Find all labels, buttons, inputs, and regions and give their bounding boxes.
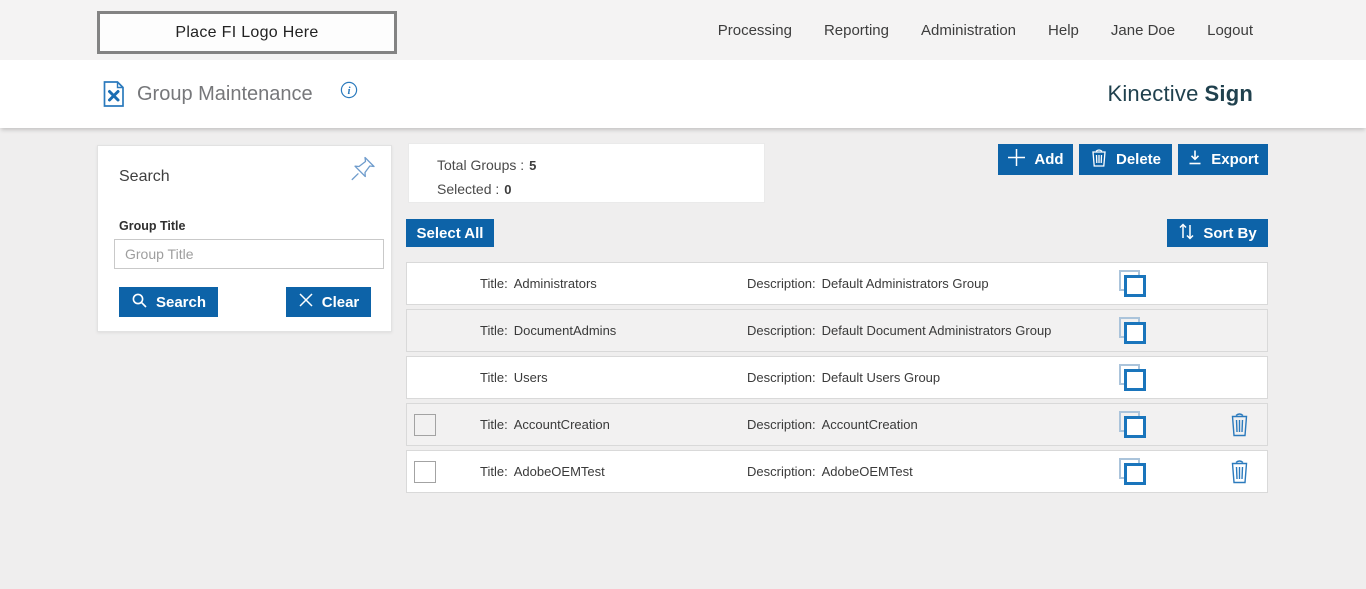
clear-button[interactable]: Clear: [286, 287, 371, 317]
sort-by-button[interactable]: Sort By: [1167, 219, 1268, 247]
total-groups-count: 5: [529, 158, 537, 173]
title-label: Title:: [480, 464, 508, 479]
description-label: Description:: [747, 370, 816, 385]
group-row-accountcreation: Title: AccountCreation Description: Acco…: [406, 403, 1268, 446]
group-title-value: Administrators: [513, 276, 597, 291]
nav-logout[interactable]: Logout: [1207, 21, 1253, 39]
nav-help[interactable]: Help: [1048, 21, 1079, 39]
plus-icon: [1007, 148, 1026, 171]
fi-logo-text: Place FI Logo Here: [175, 23, 319, 41]
add-button[interactable]: Add: [998, 144, 1073, 175]
clear-x-icon: [298, 292, 314, 312]
group-title-value: DocumentAdmins: [513, 323, 617, 338]
title-label: Title:: [480, 417, 508, 432]
group-description-value: Default Administrators Group: [821, 276, 989, 291]
group-title-value: Users: [513, 370, 548, 385]
group-title-label: Group Title: [119, 219, 186, 233]
selected-count-value: 0: [504, 182, 512, 197]
title-label: Title:: [480, 276, 508, 291]
title-label: Title:: [480, 370, 508, 385]
pin-icon[interactable]: [350, 155, 377, 187]
group-title-value: AdobeOEMTest: [513, 464, 605, 479]
group-row-adobeoemtest: Title: AdobeOEMTest Description: AdobeOE…: [406, 450, 1268, 493]
group-description-value: AccountCreation: [821, 417, 918, 432]
sort-arrows-icon: [1178, 222, 1195, 245]
page-title: Group Maintenance: [137, 82, 313, 105]
search-panel-title: Search: [119, 168, 170, 185]
selected-count: Selected : 0: [437, 181, 512, 197]
group-row-users: Title: Users Description: Default Users …: [406, 356, 1268, 399]
row-description: Description: AdobeOEMTest: [747, 451, 913, 492]
group-title-input[interactable]: [114, 239, 384, 269]
copy-icon[interactable]: [1119, 270, 1146, 297]
search-button[interactable]: Search: [119, 287, 218, 317]
row-description: Description: Default Document Administra…: [747, 310, 1051, 351]
delete-row-icon[interactable]: [1229, 412, 1250, 442]
group-maintenance-icon: [100, 80, 127, 113]
main-nav: Processing Reporting Administration Help…: [718, 0, 1253, 60]
page-header: Group Maintenance i Kinective Sign: [0, 60, 1366, 128]
group-row-documentadmins: Title: DocumentAdmins Description: Defau…: [406, 309, 1268, 352]
brand-name: Kinective: [1107, 81, 1199, 106]
row-title: Title: DocumentAdmins: [480, 310, 616, 351]
nav-administration[interactable]: Administration: [920, 21, 1017, 39]
group-title-value: AccountCreation: [513, 417, 610, 432]
svg-text:i: i: [347, 85, 351, 97]
row-checkbox[interactable]: [414, 414, 436, 436]
row-title: Title: AccountCreation: [480, 404, 610, 445]
group-description-value: Default Users Group: [821, 370, 941, 385]
row-description: Description: Default Users Group: [747, 357, 940, 398]
total-groups: Total Groups : 5: [437, 157, 537, 173]
description-label: Description:: [747, 276, 816, 291]
row-checkbox[interactable]: [414, 461, 436, 483]
copy-icon[interactable]: [1119, 364, 1146, 391]
row-description: Description: AccountCreation: [747, 404, 918, 445]
copy-icon[interactable]: [1119, 317, 1146, 344]
copy-icon[interactable]: [1119, 411, 1146, 438]
row-title: Title: Users: [480, 357, 548, 398]
row-title: Title: AdobeOEMTest: [480, 451, 605, 492]
row-description: Description: Default Administrators Grou…: [747, 263, 989, 304]
fi-logo-placeholder: Place FI Logo Here: [97, 11, 397, 54]
nav-processing[interactable]: Processing: [717, 21, 792, 39]
title-label: Title:: [480, 323, 508, 338]
nav-reporting[interactable]: Reporting: [823, 21, 889, 39]
info-icon[interactable]: i: [340, 81, 358, 104]
search-icon: [131, 292, 148, 313]
select-all-button[interactable]: Select All: [406, 219, 494, 247]
top-bar: Place FI Logo Here Processing Reporting …: [0, 0, 1366, 60]
brand-product: Sign: [1204, 81, 1253, 106]
description-label: Description:: [747, 323, 816, 338]
download-icon: [1187, 149, 1203, 170]
nav-user[interactable]: Jane Doe: [1110, 21, 1176, 39]
delete-row-icon[interactable]: [1229, 459, 1250, 489]
export-button[interactable]: Export: [1178, 144, 1268, 175]
brand-logo: Kinective Sign: [1107, 60, 1253, 128]
group-description-value: AdobeOEMTest: [821, 464, 913, 479]
summary-box: Total Groups : 5 Selected : 0: [408, 143, 765, 203]
trash-icon: [1090, 148, 1108, 171]
copy-icon[interactable]: [1119, 458, 1146, 485]
group-row-administrators: Title: Administrators Description: Defau…: [406, 262, 1268, 305]
search-panel: Search Group Title Search Clear: [97, 145, 392, 332]
description-label: Description:: [747, 417, 816, 432]
content-area: Search Group Title Search Clear: [0, 128, 1366, 589]
description-label: Description:: [747, 464, 816, 479]
group-description-value: Default Document Administrators Group: [821, 323, 1052, 338]
row-title: Title: Administrators: [480, 263, 597, 304]
delete-button[interactable]: Delete: [1079, 144, 1172, 175]
